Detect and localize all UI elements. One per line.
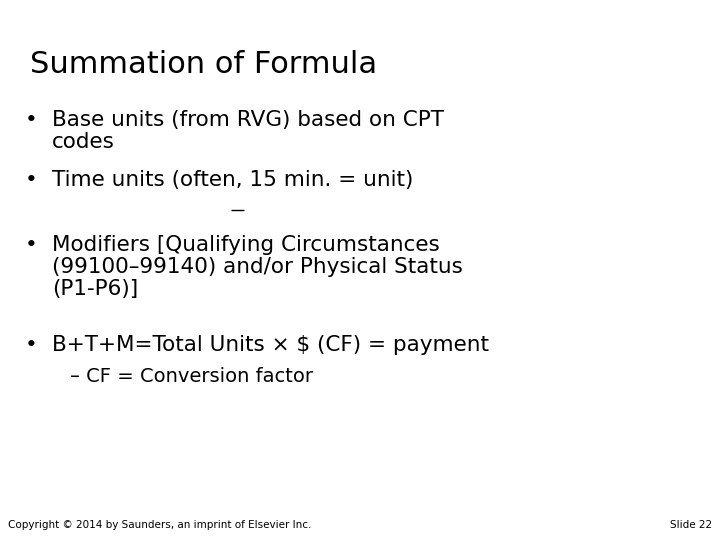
Text: codes: codes — [52, 132, 115, 152]
Text: – CF = Conversion factor: – CF = Conversion factor — [70, 367, 313, 386]
Text: Modifiers [Qualifying Circumstances: Modifiers [Qualifying Circumstances — [52, 235, 440, 255]
Text: •: • — [25, 235, 37, 255]
Text: (P1-P6)]: (P1-P6)] — [52, 279, 138, 299]
Text: Slide 22: Slide 22 — [670, 520, 712, 530]
Text: •: • — [25, 110, 37, 130]
Text: •: • — [25, 335, 37, 355]
Text: (99100–99140) and/or Physical Status: (99100–99140) and/or Physical Status — [52, 257, 463, 277]
Text: •: • — [25, 170, 37, 190]
Text: Copyright © 2014 by Saunders, an imprint of Elsevier Inc.: Copyright © 2014 by Saunders, an imprint… — [8, 520, 311, 530]
Text: Time units (often, 15 min. = unit): Time units (often, 15 min. = unit) — [52, 170, 413, 190]
Text: Base units (from RVG) based on CPT: Base units (from RVG) based on CPT — [52, 110, 444, 130]
Text: B+T+M=Total Units × $ (CF) = payment: B+T+M=Total Units × $ (CF) = payment — [52, 335, 489, 355]
Text: Summation of Formula: Summation of Formula — [30, 50, 377, 79]
